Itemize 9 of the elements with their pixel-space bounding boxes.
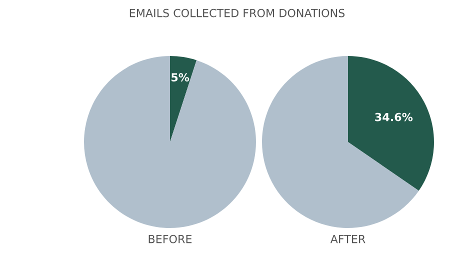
- data-label: 5%: [172, 73, 190, 82]
- pie-slice: [348, 56, 434, 191]
- text: AFTER: [330, 234, 366, 244]
- pie-slice: [262, 56, 419, 228]
- chart-title: EMAILS COLLECTED FROM DONATIONS: [130, 8, 345, 18]
- pie-slice: [84, 56, 256, 228]
- pie-slice: [170, 56, 197, 142]
- text: BEFORE: [148, 234, 192, 244]
- data-label: 34.6%: [375, 112, 413, 122]
